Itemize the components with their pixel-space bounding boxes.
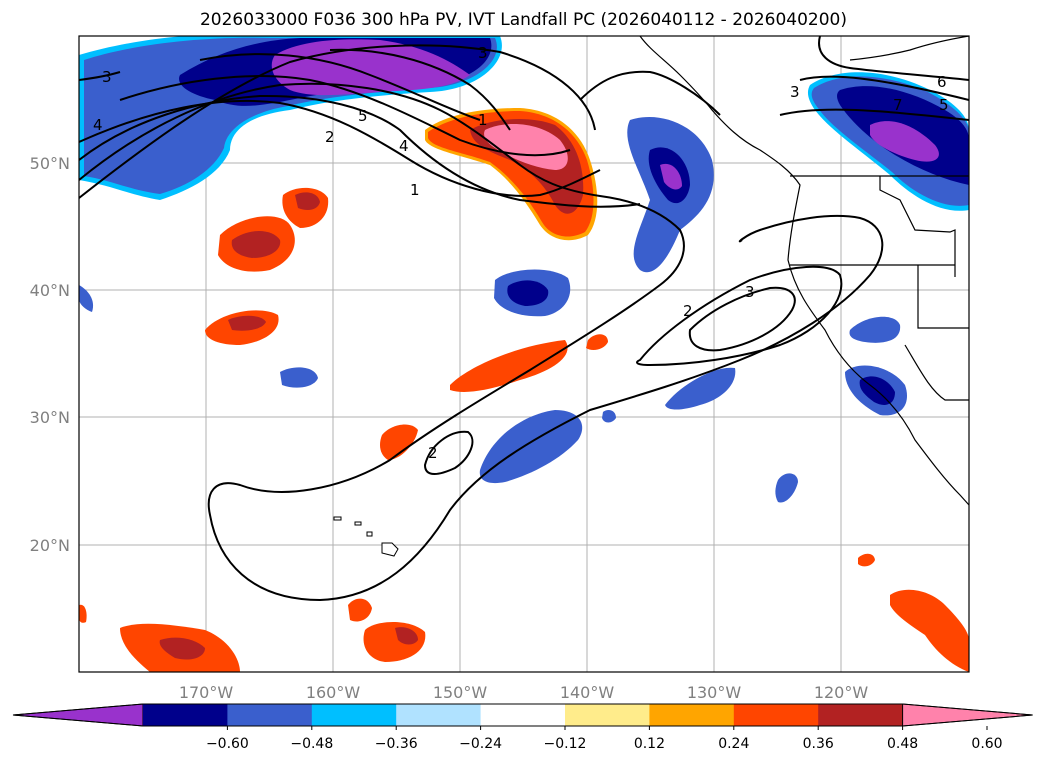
contour-label: 3 [478, 44, 488, 62]
lat-tick-label: 20°N [30, 536, 70, 555]
colorbar-tick-label: 0.36 [803, 736, 834, 752]
lon-tick-label: 160°W [306, 683, 361, 702]
colorbar-segment [649, 704, 735, 726]
colorbar-segment [396, 704, 482, 726]
lat-tick-label: 40°N [30, 281, 70, 300]
colorbar-tick-label: −0.48 [290, 736, 333, 752]
colorbar-segment [818, 704, 904, 726]
contour-label: 1 [478, 111, 488, 129]
colorbar-extend-high [902, 703, 1033, 727]
contour-labels: 3 5 4 2 1 3 1 2 3 2 6 5 7 3 4 [93, 44, 949, 462]
pv-negative-north [79, 36, 502, 200]
lat-tick-label: 30°N [30, 408, 70, 427]
colorbar-tick-label: 0.12 [634, 736, 665, 752]
contour-label: 3 [790, 83, 800, 101]
contour-label: 5 [358, 107, 368, 125]
lon-tick-label: 170°W [179, 683, 234, 702]
lon-tick-label: 140°W [560, 683, 615, 702]
contour-label: 3 [102, 68, 112, 86]
chart-title: 2026033000 F036 300 hPa PV, IVT Landfall… [199, 10, 847, 30]
contour-label: 3 [745, 283, 755, 301]
colorbar-segment [480, 704, 566, 726]
contour-label: 4 [399, 137, 409, 155]
contour-label: 7 [893, 96, 903, 114]
colorbar-tick-label: −0.24 [459, 736, 502, 752]
lon-tick-label: 130°W [687, 683, 742, 702]
colorbar-segment [227, 704, 313, 726]
lat-tick-label: 50°N [30, 154, 70, 173]
contour-label: 5 [939, 96, 949, 114]
contour-lines [79, 36, 969, 602]
colorbar-tick-label: 0.24 [718, 736, 749, 752]
colorbar-tick-label: −0.60 [206, 736, 249, 752]
lon-tick-label: 120°W [814, 683, 869, 702]
contour-label: 1 [410, 181, 420, 199]
colorbar-tick-label: −0.36 [375, 736, 418, 752]
colorbar-tick-label: 0.60 [971, 736, 1002, 752]
contour-label: 6 [937, 73, 947, 91]
plot-area: 3 5 4 2 1 3 1 2 3 2 6 5 7 3 4 [79, 36, 969, 672]
colorbar-segment [143, 704, 228, 726]
contour-label: 4 [93, 116, 103, 134]
colorbar-tick-label: −0.12 [544, 736, 587, 752]
contour-label: 2 [325, 128, 335, 146]
lon-tick-label: 150°W [433, 683, 488, 702]
colorbar-segment [733, 704, 819, 726]
colorbar-frame [12, 703, 1033, 727]
lat-tick-labels: 50°N 40°N 30°N 20°N [30, 154, 70, 555]
lon-tick-labels: 170°W 160°W 150°W 140°W 130°W 120°W [179, 683, 869, 702]
hawaii-islands [333, 516, 399, 557]
contour-label: 2 [428, 444, 438, 462]
colorbar: −0.60 −0.48 −0.36 −0.24 −0.12 0.12 0.24 0.36 0.4… [12, 703, 1033, 752]
colorbar-segment [565, 704, 650, 726]
plot-frame [78, 35, 970, 673]
colorbar-extend-low [12, 703, 144, 727]
colorbar-tick-label: 0.48 [887, 736, 918, 752]
contour-label: 2 [683, 302, 693, 320]
coastlines [639, 36, 969, 506]
colorbar-segment [311, 704, 397, 726]
